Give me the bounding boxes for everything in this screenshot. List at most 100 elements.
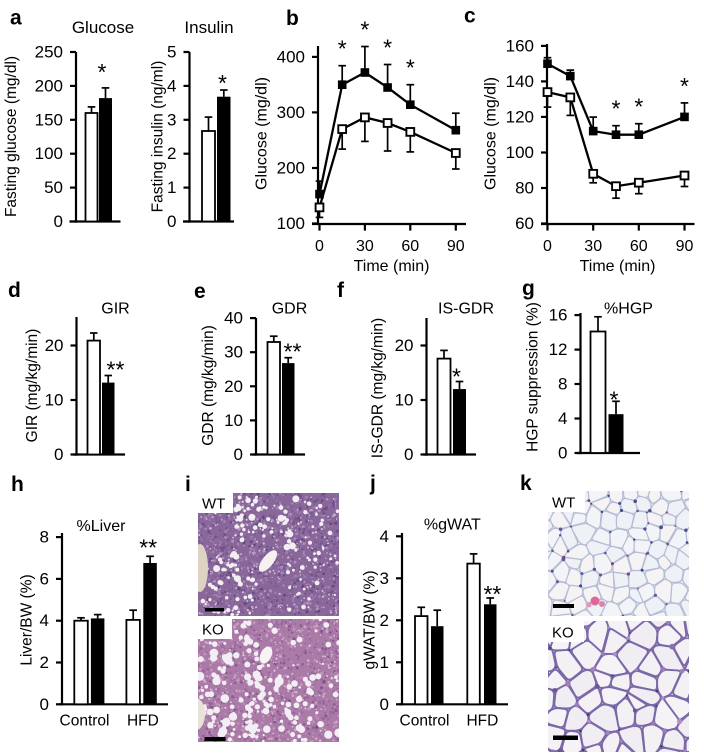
svg-text:%Liver: %Liver xyxy=(77,518,127,535)
svg-text:0: 0 xyxy=(54,445,63,464)
svg-text:250: 250 xyxy=(35,43,63,62)
svg-text:60: 60 xyxy=(630,238,648,255)
svg-text:4: 4 xyxy=(558,409,567,428)
svg-text:160: 160 xyxy=(506,36,534,55)
svg-text:*: * xyxy=(360,17,369,43)
svg-text:HFD: HFD xyxy=(466,713,498,730)
svg-text:100: 100 xyxy=(506,143,534,162)
svg-text:1: 1 xyxy=(167,178,176,197)
svg-text:h: h xyxy=(11,473,24,496)
svg-text:80: 80 xyxy=(515,179,534,198)
svg-text:Glucose: Glucose xyxy=(72,18,134,37)
svg-text:*: * xyxy=(452,364,461,390)
svg-text:60: 60 xyxy=(401,238,419,255)
svg-text:WT: WT xyxy=(552,495,575,512)
svg-text:20: 20 xyxy=(224,377,243,396)
svg-text:*: * xyxy=(338,36,347,62)
svg-text:*: * xyxy=(680,73,689,99)
svg-text:120: 120 xyxy=(506,107,534,126)
svg-text:GDR (mg/kg/min): GDR (mg/kg/min) xyxy=(200,325,217,446)
svg-text:10: 10 xyxy=(45,391,64,410)
svg-text:0: 0 xyxy=(404,445,413,464)
svg-text:gWAT/BW (%): gWAT/BW (%) xyxy=(362,570,379,669)
svg-text:90: 90 xyxy=(676,238,694,255)
svg-text:300: 300 xyxy=(277,103,305,122)
svg-text:d: d xyxy=(8,279,21,302)
svg-text:IS-GDR: IS-GDR xyxy=(438,301,494,318)
svg-text:0: 0 xyxy=(40,695,49,714)
svg-text:2: 2 xyxy=(40,653,49,672)
svg-text:*: * xyxy=(218,70,227,96)
svg-text:GIR (mg/kg/min): GIR (mg/kg/min) xyxy=(24,329,41,443)
svg-text:0: 0 xyxy=(315,238,324,255)
svg-text:0: 0 xyxy=(543,238,552,255)
svg-text:0: 0 xyxy=(380,695,389,714)
svg-text:KO: KO xyxy=(202,622,224,639)
svg-text:*: * xyxy=(612,96,621,122)
svg-text:20: 20 xyxy=(395,336,414,355)
svg-text:f: f xyxy=(337,279,345,302)
svg-text:g: g xyxy=(522,277,535,300)
svg-text:k: k xyxy=(520,472,532,495)
svg-text:**: ** xyxy=(107,357,125,383)
svg-text:Fasting glucose (mg/dl): Fasting glucose (mg/dl) xyxy=(3,56,20,217)
svg-text:8: 8 xyxy=(558,375,567,394)
svg-text:%HGP: %HGP xyxy=(604,301,653,318)
svg-text:j: j xyxy=(369,472,376,495)
svg-text:1: 1 xyxy=(380,653,389,672)
svg-text:140: 140 xyxy=(506,72,534,91)
svg-text:WT: WT xyxy=(202,496,225,513)
svg-text:a: a xyxy=(10,7,22,30)
svg-text:3: 3 xyxy=(380,569,389,588)
svg-text:20: 20 xyxy=(45,336,64,355)
svg-text:*: * xyxy=(406,55,415,81)
svg-text:100: 100 xyxy=(277,214,305,233)
svg-text:10: 10 xyxy=(224,411,243,430)
svg-text:Glucose (mg/dl): Glucose (mg/dl) xyxy=(483,77,500,190)
svg-text:16: 16 xyxy=(549,306,568,325)
svg-text:Time (min): Time (min) xyxy=(354,258,430,275)
svg-text:*: * xyxy=(383,35,392,61)
svg-text:0: 0 xyxy=(558,444,567,463)
svg-text:Liver/BW (%): Liver/BW (%) xyxy=(19,574,36,665)
svg-text:4: 4 xyxy=(40,611,49,630)
svg-text:HGP suppression (%): HGP suppression (%) xyxy=(525,302,542,452)
svg-text:GDR: GDR xyxy=(272,301,308,318)
svg-text:%gWAT: %gWAT xyxy=(424,517,481,534)
svg-text:2: 2 xyxy=(167,144,176,163)
svg-text:3: 3 xyxy=(167,110,176,129)
svg-text:400: 400 xyxy=(277,47,305,66)
svg-text:8: 8 xyxy=(40,528,49,547)
svg-text:40: 40 xyxy=(224,309,243,328)
svg-text:b: b xyxy=(286,7,299,30)
svg-text:30: 30 xyxy=(584,238,602,255)
svg-text:Control: Control xyxy=(400,713,450,730)
svg-text:4: 4 xyxy=(167,76,176,95)
svg-text:Glucose (mg/dl): Glucose (mg/dl) xyxy=(254,77,271,190)
svg-text:60: 60 xyxy=(515,214,534,233)
svg-text:c: c xyxy=(464,5,476,28)
svg-text:6: 6 xyxy=(40,569,49,588)
svg-text:**: ** xyxy=(483,581,501,607)
svg-text:Fasting insulin (ng/ml): Fasting insulin (ng/ml) xyxy=(150,61,167,213)
svg-text:12: 12 xyxy=(549,340,568,359)
svg-text:*: * xyxy=(610,387,619,413)
svg-text:150: 150 xyxy=(35,110,63,129)
svg-text:e: e xyxy=(194,280,206,303)
svg-text:Control: Control xyxy=(60,713,110,730)
svg-text:**: ** xyxy=(284,339,302,365)
svg-text:GIR: GIR xyxy=(101,301,129,318)
svg-text:200: 200 xyxy=(277,159,305,178)
svg-text:*: * xyxy=(634,94,643,120)
svg-text:**: ** xyxy=(139,535,157,561)
svg-text:KO: KO xyxy=(552,625,574,642)
svg-text:Insulin: Insulin xyxy=(184,18,233,37)
svg-text:0: 0 xyxy=(167,212,176,231)
svg-text:30: 30 xyxy=(356,238,374,255)
svg-text:90: 90 xyxy=(447,238,465,255)
svg-text:i: i xyxy=(185,473,191,496)
svg-text:5: 5 xyxy=(167,43,176,62)
svg-text:0: 0 xyxy=(54,212,63,231)
svg-text:30: 30 xyxy=(224,343,243,362)
svg-text:4: 4 xyxy=(380,527,389,546)
